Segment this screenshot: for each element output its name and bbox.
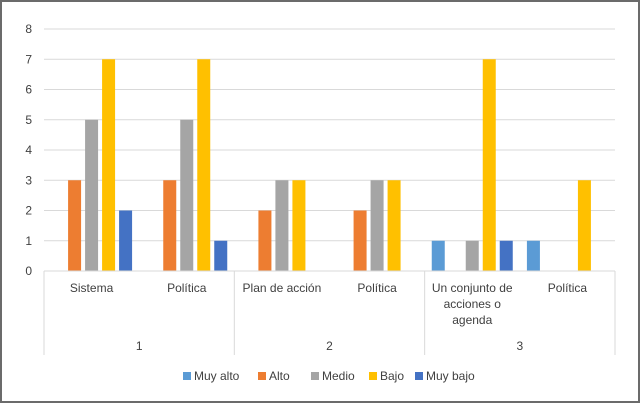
group-label: 2: [326, 339, 333, 353]
category-label: Política: [167, 281, 207, 295]
legend-swatch-muy-bajo: [415, 372, 423, 380]
y-axis-ticks: 0 1 2 3 4 5 6 7 8: [25, 22, 32, 278]
bar-muy-bajo: [119, 210, 133, 271]
bar-medio: [370, 180, 384, 271]
legend: Muy alto Alto Medio Bajo Muy bajo: [183, 369, 475, 383]
y-tick-label: 5: [25, 113, 32, 127]
legend-swatch-medio: [311, 372, 319, 380]
bar-bajo: [102, 59, 116, 271]
legend-swatch-bajo: [369, 372, 377, 380]
y-tick-label: 8: [25, 22, 32, 36]
bar-bajo: [387, 180, 401, 271]
bar-muy-alto: [526, 240, 540, 271]
legend-label: Bajo: [380, 369, 404, 383]
gridlines: [44, 28, 615, 272]
bar-bajo: [292, 180, 306, 271]
legend-swatch-muy-alto: [183, 372, 191, 380]
legend-label: Muy alto: [194, 369, 240, 383]
y-tick-label: 3: [25, 173, 32, 187]
y-tick-label: 6: [25, 83, 32, 97]
category-label: Sistema: [70, 281, 114, 295]
y-tick-label: 1: [25, 234, 32, 248]
bar-alto: [68, 180, 82, 271]
group-label: 1: [136, 339, 143, 353]
y-tick-label: 0: [25, 264, 32, 278]
bar-muy-bajo: [214, 240, 228, 271]
bar-alto: [353, 210, 367, 271]
group-label: 3: [516, 339, 523, 353]
category-label: agenda: [452, 313, 492, 327]
category-label: Política: [548, 281, 588, 295]
bar-chart: 0 1 2 3 4 5 6 7 8 Sistema Política Plan de acción P…: [25, 22, 616, 383]
category-label: acciones o: [444, 297, 502, 311]
category-label: Un conjunto de: [432, 281, 513, 295]
bar-medio: [275, 180, 289, 271]
bars: [68, 59, 591, 271]
y-tick-label: 2: [25, 204, 32, 218]
bar-medio: [180, 119, 194, 271]
bar-bajo: [482, 59, 496, 271]
legend-label: Muy bajo: [426, 369, 475, 383]
legend-label: Alto: [269, 369, 290, 383]
bar-medio: [465, 240, 479, 271]
category-label: Política: [357, 281, 397, 295]
bar-alto: [163, 180, 177, 271]
bar-muy-alto: [431, 240, 445, 271]
bar-alto: [258, 210, 272, 271]
y-tick-label: 7: [25, 52, 32, 66]
legend-swatch-alto: [258, 372, 266, 380]
bar-bajo: [577, 180, 591, 271]
bar-bajo: [197, 59, 211, 271]
bar-muy-bajo: [499, 240, 513, 271]
category-label: Plan de acción: [243, 281, 322, 295]
legend-label: Medio: [322, 369, 355, 383]
x-axis: Sistema Política Plan de acción Política Un …: [43, 270, 616, 355]
y-tick-label: 4: [25, 143, 32, 157]
bar-medio: [85, 119, 99, 271]
